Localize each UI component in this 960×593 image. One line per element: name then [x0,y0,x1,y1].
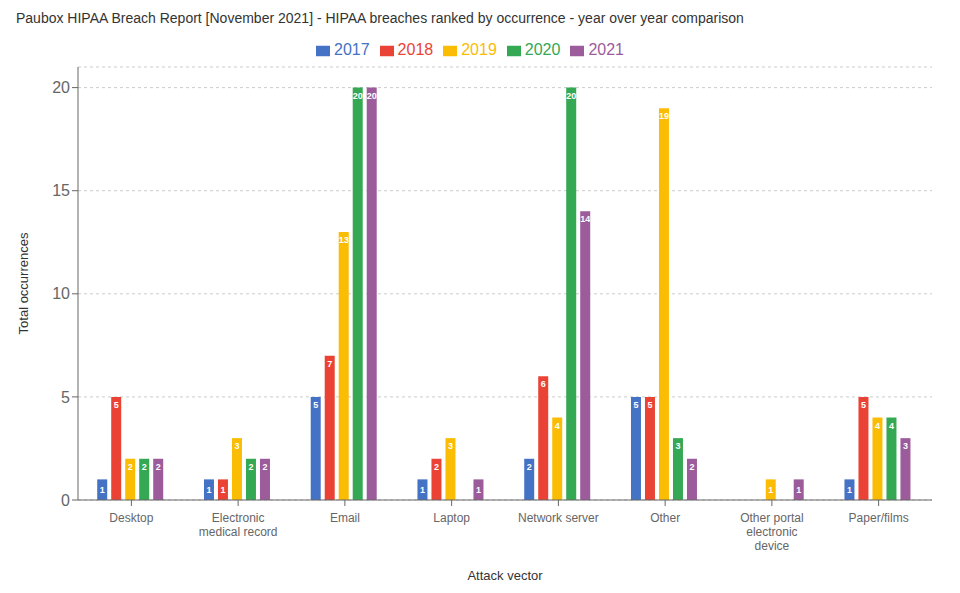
svg-text:1: 1 [220,485,225,495]
svg-text:Laptop: Laptop [433,511,470,525]
svg-text:5: 5 [647,400,652,410]
svg-text:Desktop: Desktop [109,511,153,525]
html-text:2021: 2021 [588,41,624,58]
svg-text:2: 2 [434,462,439,472]
svg-text:15: 15 [52,182,70,199]
svg-text:2: 2 [128,462,133,472]
svg-text:3: 3 [448,441,453,451]
svg-text:20: 20 [52,79,70,96]
html-text:2017: 2017 [334,41,370,58]
svg-text:2: 2 [156,462,161,472]
svg-text:20: 20 [353,91,363,101]
svg-text:1: 1 [768,485,773,495]
svg-text:4: 4 [875,421,880,431]
svg-text:Other portalelectronicdevice: Other portalelectronicdevice [740,511,803,553]
svg-text:1: 1 [100,485,105,495]
svg-text:3: 3 [903,441,908,451]
svg-text:6: 6 [541,379,546,389]
svg-text:2: 2 [142,462,147,472]
svg-text:13: 13 [339,235,349,245]
html-text:Paubox HIPAA Breach Report [No: Paubox HIPAA Breach Report [November 202… [16,10,744,26]
svg-text:Network server: Network server [518,511,599,525]
svg-text:1: 1 [206,485,211,495]
svg-text:1: 1 [796,485,801,495]
html-text:2020: 2020 [524,41,561,58]
html-text:2018: 2018 [397,41,434,58]
svg-text:3: 3 [675,441,680,451]
html-text:2019: 2019 [461,41,497,58]
svg-text:20: 20 [566,91,576,101]
svg-text:7: 7 [327,359,332,369]
svg-text:0: 0 [61,492,70,509]
svg-text:14: 14 [580,214,590,224]
svg-text:20: 20 [367,91,377,101]
svg-text:5: 5 [633,400,638,410]
svg-text:Email: Email [330,511,360,525]
svg-text:Total occurrences: Total occurrences [16,232,31,334]
svg-text:Paper/films: Paper/films [849,511,909,525]
svg-text:19: 19 [659,111,669,121]
svg-text:5: 5 [313,400,318,410]
svg-text:1: 1 [476,485,481,495]
svg-text:2: 2 [689,462,694,472]
svg-text:2: 2 [527,462,532,472]
svg-text:1: 1 [847,485,852,495]
svg-text:2: 2 [248,462,253,472]
svg-text:10: 10 [52,285,70,302]
svg-text:3: 3 [234,441,239,451]
svg-text:5: 5 [61,389,70,406]
svg-text:1: 1 [420,485,425,495]
svg-text:2: 2 [262,462,267,472]
svg-text:5: 5 [114,400,119,410]
svg-text:4: 4 [555,421,560,431]
svg-text:Electronicmedical record: Electronicmedical record [199,511,278,539]
svg-text:Other: Other [650,511,680,525]
svg-text:5: 5 [861,400,866,410]
svg-text:4: 4 [889,421,894,431]
svg-text:Attack vector: Attack vector [467,568,543,583]
